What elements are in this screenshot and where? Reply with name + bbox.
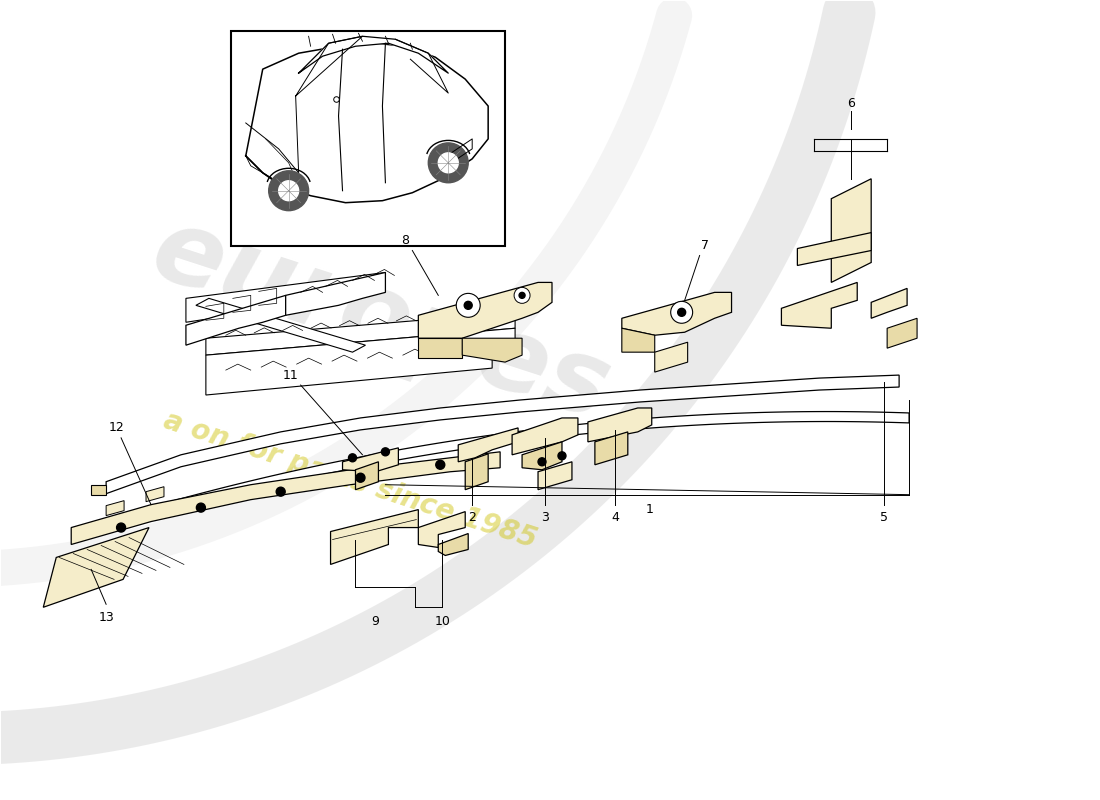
Circle shape	[117, 523, 125, 532]
Polygon shape	[654, 342, 688, 372]
Circle shape	[456, 294, 481, 318]
Polygon shape	[513, 418, 578, 455]
Text: 12: 12	[108, 422, 124, 434]
Circle shape	[519, 292, 525, 298]
Polygon shape	[418, 512, 465, 547]
Circle shape	[438, 153, 459, 173]
Circle shape	[268, 170, 309, 210]
Circle shape	[349, 454, 356, 462]
Text: 2: 2	[469, 511, 476, 524]
Polygon shape	[91, 411, 909, 534]
Text: 5: 5	[880, 511, 888, 524]
Text: 7: 7	[701, 239, 708, 252]
Circle shape	[382, 448, 389, 456]
Polygon shape	[91, 485, 106, 494]
Text: 11: 11	[283, 369, 298, 382]
Polygon shape	[621, 328, 654, 352]
Text: a on for parts since 1985: a on for parts since 1985	[161, 406, 540, 554]
Polygon shape	[206, 312, 515, 355]
Polygon shape	[196, 298, 365, 352]
Polygon shape	[43, 527, 148, 607]
Text: 8: 8	[402, 234, 409, 247]
Text: 6: 6	[847, 97, 855, 110]
Text: 1: 1	[646, 503, 653, 516]
Text: europes: europes	[139, 199, 621, 442]
Circle shape	[197, 503, 206, 512]
Polygon shape	[342, 448, 398, 472]
Polygon shape	[538, 462, 572, 490]
Polygon shape	[418, 338, 462, 358]
Circle shape	[538, 458, 546, 466]
Circle shape	[436, 460, 444, 470]
Polygon shape	[186, 273, 385, 322]
Circle shape	[558, 452, 566, 460]
Circle shape	[678, 308, 685, 316]
Bar	[231, 31, 505, 246]
Text: 4: 4	[610, 511, 619, 524]
Polygon shape	[72, 452, 500, 545]
Circle shape	[671, 302, 693, 323]
Polygon shape	[871, 288, 908, 318]
Polygon shape	[781, 282, 857, 328]
Text: 3: 3	[541, 511, 549, 524]
Polygon shape	[459, 428, 518, 462]
Polygon shape	[298, 36, 449, 73]
Polygon shape	[465, 454, 488, 490]
Circle shape	[276, 487, 285, 496]
Circle shape	[356, 474, 365, 482]
Polygon shape	[286, 273, 385, 315]
Text: 9: 9	[372, 614, 379, 628]
Polygon shape	[587, 408, 651, 442]
Polygon shape	[331, 510, 418, 565]
Polygon shape	[206, 328, 515, 395]
Polygon shape	[798, 233, 871, 266]
Polygon shape	[438, 534, 469, 555]
Polygon shape	[887, 318, 917, 348]
Text: 10: 10	[434, 614, 450, 628]
Circle shape	[278, 181, 298, 201]
Polygon shape	[106, 501, 124, 515]
Polygon shape	[832, 178, 871, 282]
Polygon shape	[418, 282, 552, 338]
Polygon shape	[621, 292, 732, 335]
Polygon shape	[462, 338, 522, 362]
Circle shape	[514, 287, 530, 303]
Circle shape	[464, 302, 472, 310]
Polygon shape	[245, 43, 488, 202]
Polygon shape	[595, 432, 628, 465]
Text: 13: 13	[98, 610, 114, 624]
Polygon shape	[146, 486, 164, 502]
Polygon shape	[106, 375, 899, 494]
Polygon shape	[355, 462, 378, 490]
Polygon shape	[186, 295, 286, 345]
Circle shape	[428, 143, 469, 182]
Polygon shape	[522, 442, 562, 470]
